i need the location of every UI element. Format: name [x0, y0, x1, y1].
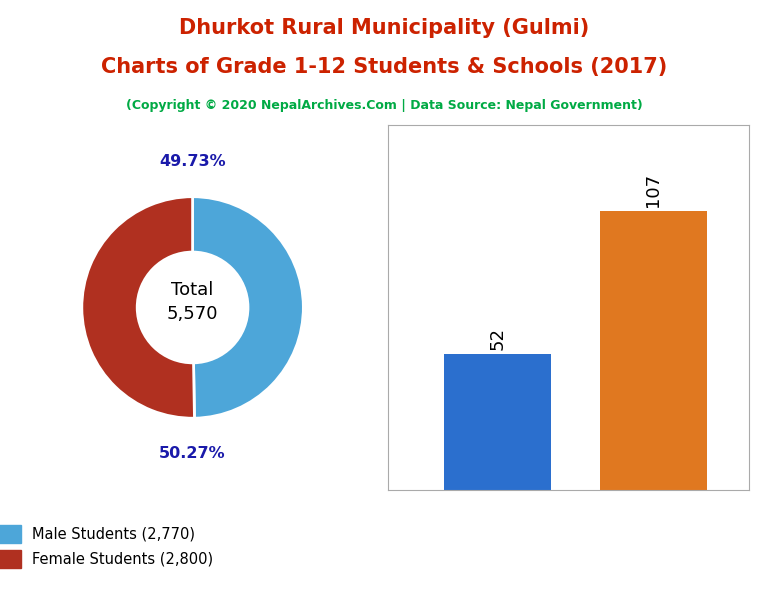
Text: 107: 107	[644, 173, 662, 207]
Bar	[444, 354, 551, 490]
Text: Dhurkot Rural Municipality (Gulmi): Dhurkot Rural Municipality (Gulmi)	[179, 18, 589, 38]
Text: 50.27%: 50.27%	[159, 446, 226, 461]
Text: (Copyright © 2020 NepalArchives.Com | Data Source: Nepal Government): (Copyright © 2020 NepalArchives.Com | Da…	[126, 99, 642, 112]
Text: Total
5,570: Total 5,570	[167, 281, 218, 323]
Text: Charts of Grade 1-12 Students & Schools (2017): Charts of Grade 1-12 Students & Schools …	[101, 57, 667, 77]
Bar	[601, 211, 707, 490]
Legend: Male Students (2,770), Female Students (2,800): Male Students (2,770), Female Students (…	[0, 521, 217, 572]
Wedge shape	[193, 196, 303, 418]
Wedge shape	[82, 196, 194, 418]
Text: 52: 52	[488, 327, 506, 350]
Text: 49.73%: 49.73%	[159, 154, 226, 169]
